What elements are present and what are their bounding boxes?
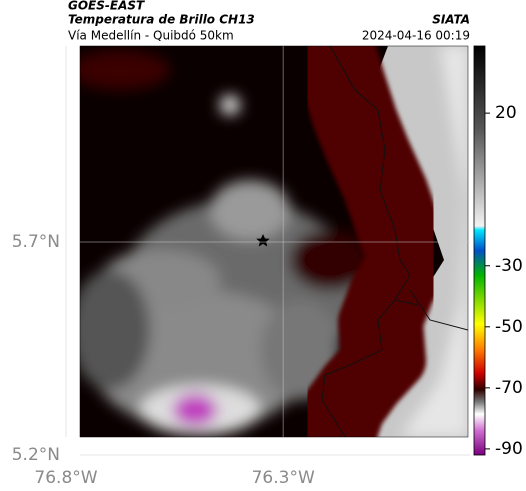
colorbar-tick-label: -70 [495,378,523,398]
satellite: GOES-EAST [68,0,145,13]
colorbar-tick-label: -50 [495,317,523,337]
colorbar [473,45,486,456]
satellite-image [80,46,468,437]
location-marker [256,234,270,247]
y-tick-label: 5.2°N [12,445,60,465]
timestamp: 2024-04-16 00:19 [362,29,470,43]
x-tick-label: 76.3°W [252,468,315,488]
product: Temperatura de Brillo CH13 [68,13,255,27]
colorbar-tick-label: -90 [495,439,523,459]
route: Vía Medellín - Quibdó 50km [68,29,234,43]
y-tick-label: 5.7°N [12,232,60,252]
colorbar-tick-label: -30 [495,256,523,276]
source: SIATA [432,13,470,27]
colorbar-tick-label: 20 [495,103,517,123]
x-tick-label: 76.8°W [34,468,97,488]
